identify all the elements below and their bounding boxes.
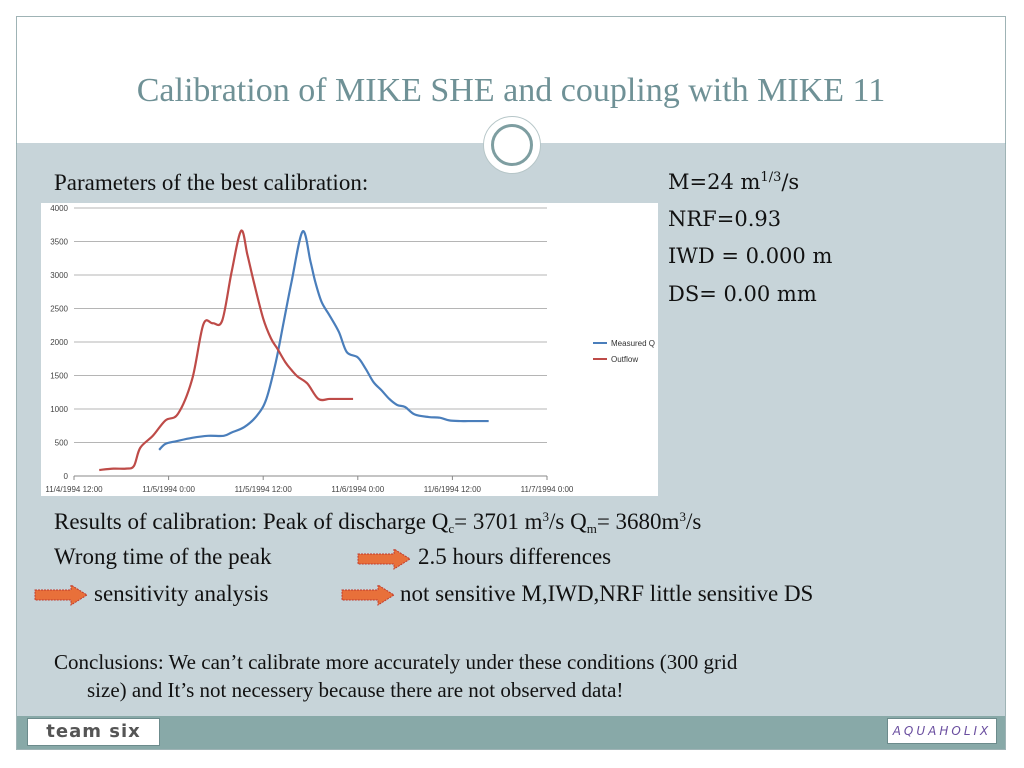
x-tick-label: 11/6/1994 12:00: [424, 485, 482, 494]
param-nrf: NRF=0.93: [668, 207, 782, 231]
team-six-logo: team six: [27, 718, 160, 746]
qc-sub: c: [448, 521, 455, 536]
series-line-measured-q: [158, 230, 489, 451]
y-tick-label: 3500: [50, 238, 68, 247]
hours-diff-text: 2.5 hours differences: [418, 544, 612, 569]
chart-area: 0 500 1000 1500 2000 2500 3000 3500 4000 11/4/199…: [41, 203, 658, 496]
y-tick-label: 1500: [50, 372, 68, 381]
qc-sup: 3: [542, 509, 549, 524]
legend-label: Outflow: [611, 355, 638, 364]
param-m-suffix: /s: [781, 170, 800, 194]
aquaholix-logo: AQUAHOLIX: [887, 718, 997, 744]
sensitivity-text: sensitivity analysis: [94, 581, 269, 606]
x-tick-label: 11/5/1994 12:00: [235, 485, 293, 494]
right-arrow-icon: [357, 548, 411, 570]
wrong-time-text: Wrong time of the peak: [54, 544, 272, 569]
param-m: M=24 m1/3/s: [668, 170, 799, 194]
y-tick-label: 3000: [50, 271, 68, 280]
qm-sup: 3: [679, 509, 686, 524]
y-tick-label: 2500: [50, 305, 68, 314]
param-ds: DS= 0.00 mm: [668, 282, 817, 306]
legend-label: Measured Q: [611, 339, 655, 348]
x-tick-label: 11/6/1994 0:00: [331, 485, 384, 494]
conclusion-line-1: Conclusions: We can’t calibrate more acc…: [54, 650, 738, 674]
divider-ring-inner-icon: [491, 124, 533, 166]
line-chart: 0 500 1000 1500 2000 2500 3000 3500 4000 11/4/199…: [45, 204, 655, 494]
qc-value: = 3701 m: [454, 509, 543, 534]
param-m-sup: 1/3: [760, 170, 782, 185]
y-tick-label: 1000: [50, 405, 68, 414]
qm-unit: /s: [685, 509, 702, 534]
x-tick-label: 11/5/1994 0:00: [142, 485, 195, 494]
results-line: Results of calibration: Peak of discharg…: [54, 509, 701, 535]
not-sensitive-text: not sensitive M,IWD,NRF little sensitive…: [400, 581, 814, 606]
params-heading: Parameters of the best calibration:: [54, 170, 369, 195]
x-tick-label: 11/7/1994 0:00: [521, 485, 574, 494]
qm-sub: m: [586, 521, 597, 536]
slide-title: Calibration of MIKE SHE and coupling wit…: [136, 72, 886, 109]
footer-bar: [17, 716, 1005, 749]
conclusion-line-2: size) and It’s not necessery because the…: [87, 678, 624, 702]
y-tick-label: 4000: [50, 204, 68, 213]
right-arrow-icon: [34, 584, 88, 606]
param-m-prefix: M=24 m: [668, 170, 761, 194]
results-prefix: Results of calibration: Peak of discharg…: [54, 509, 449, 534]
y-tick-label: 0: [64, 472, 69, 481]
y-tick-label: 500: [55, 439, 69, 448]
y-tick-label: 2000: [50, 338, 68, 347]
right-arrow-icon: [341, 584, 395, 606]
qc-unit: /s Q: [548, 509, 587, 534]
slide-frame: [16, 16, 1006, 750]
qm-value: = 3680m: [596, 509, 680, 534]
x-tick-label: 11/4/1994 12:00: [45, 485, 103, 494]
param-iwd: IWD = 0.000 m: [668, 244, 833, 268]
series-line-outflow: [99, 229, 354, 472]
